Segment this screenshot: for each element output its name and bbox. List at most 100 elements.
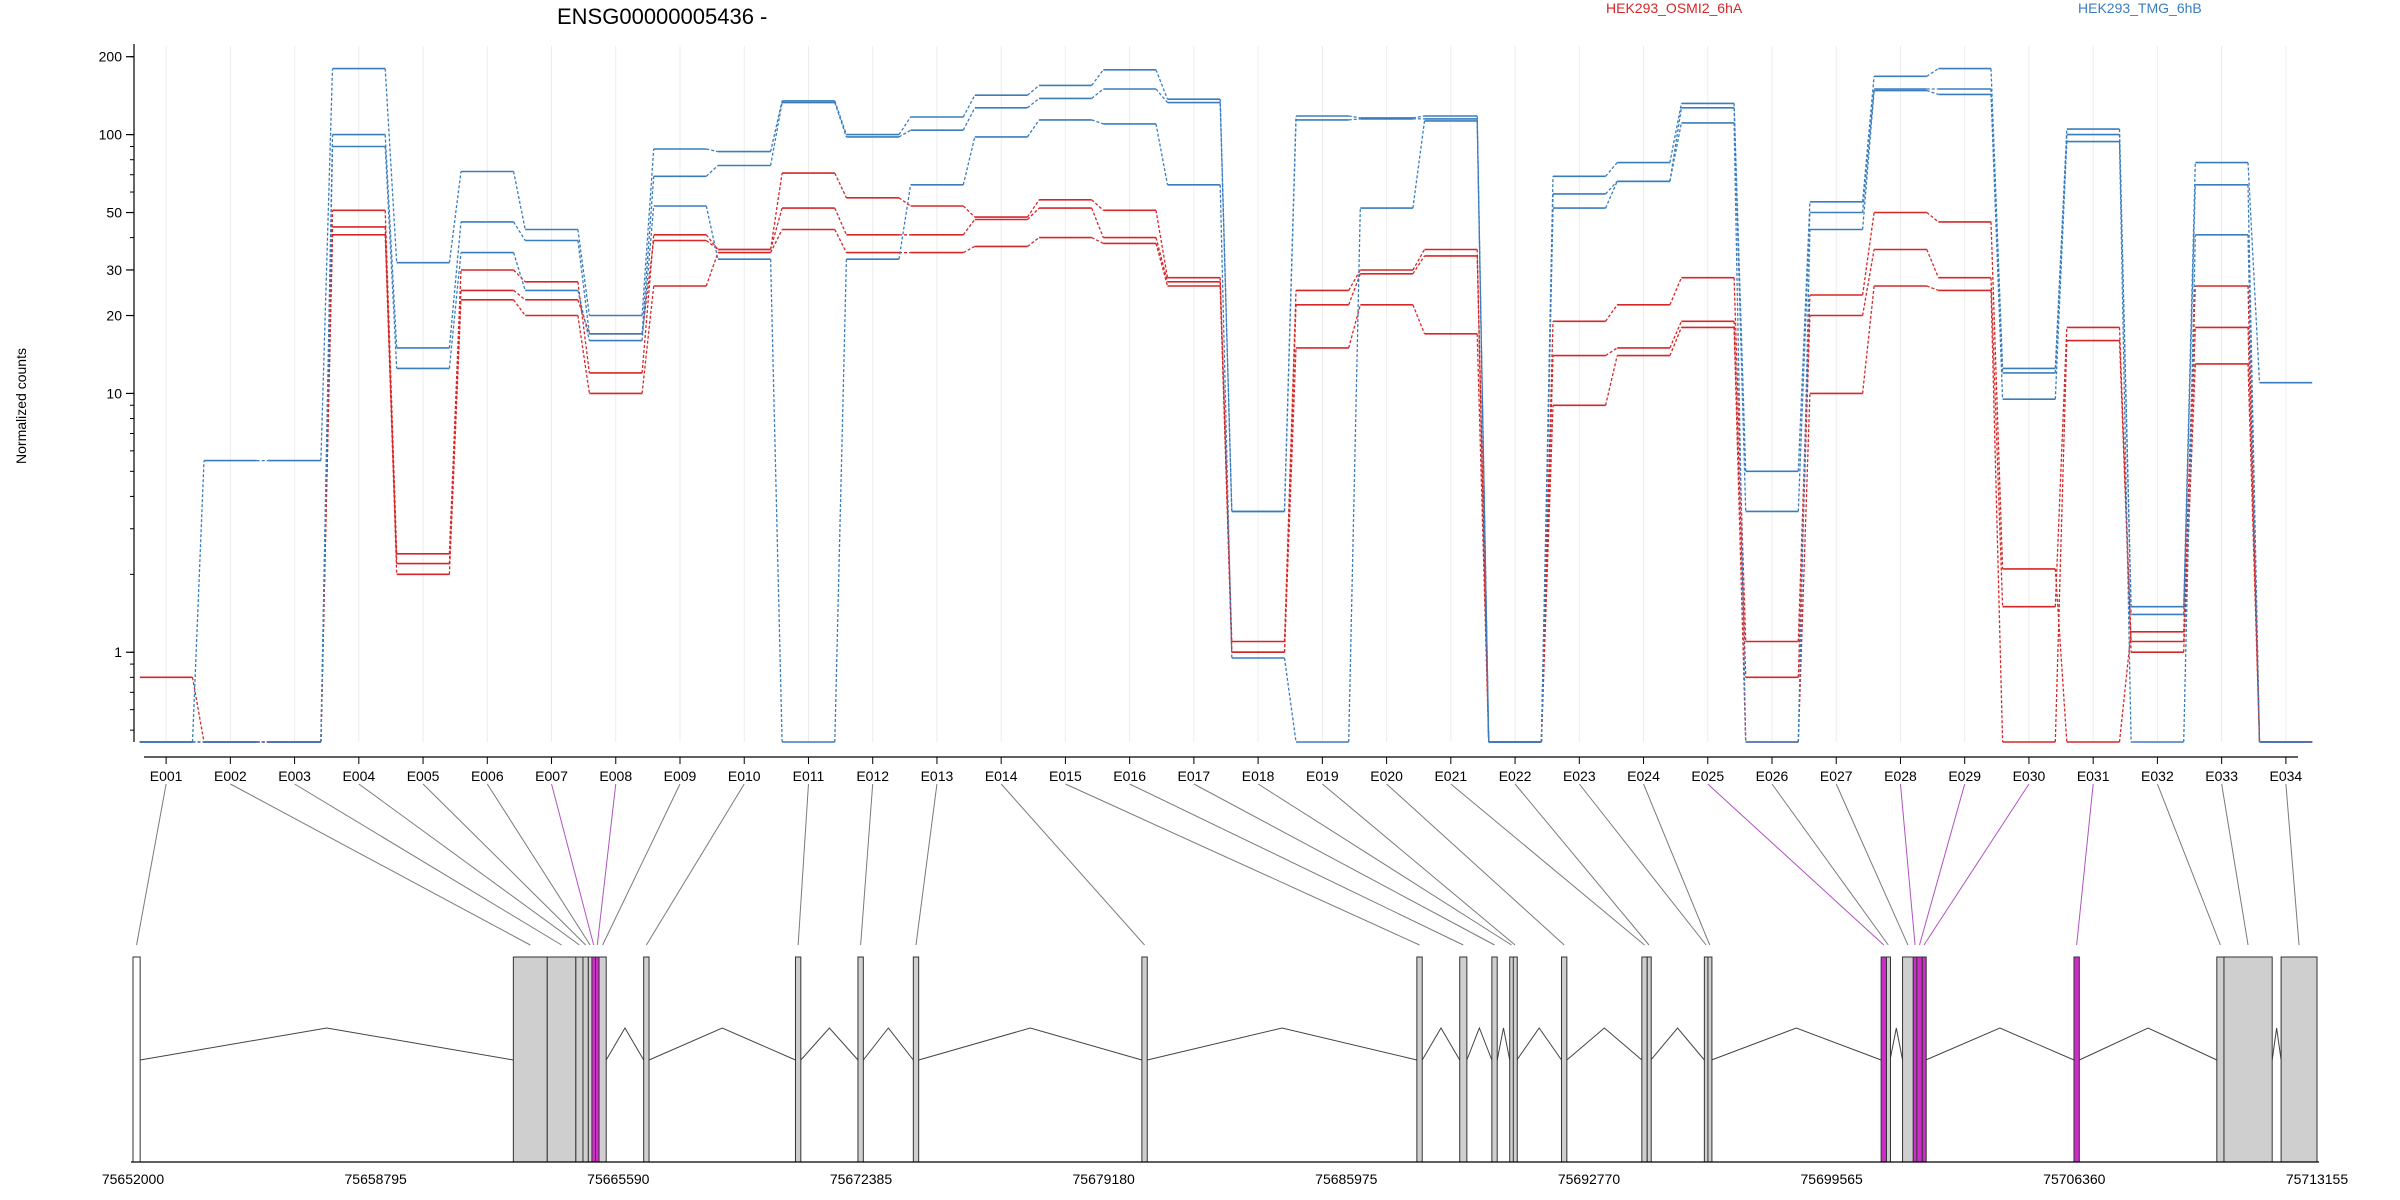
connector-E028	[1899, 783, 1916, 946]
coordinate-label: 75658795	[345, 1171, 408, 1187]
x-tick-label-E004: E004	[342, 768, 375, 784]
x-tick-label-E017: E017	[1178, 768, 1211, 784]
x-tick-label-E007: E007	[535, 768, 568, 784]
connector-E032	[2156, 783, 2221, 946]
connector-E016	[1129, 783, 1464, 946]
x-tick-label-E023: E023	[1563, 768, 1596, 784]
y-tick-label: 20	[106, 308, 122, 324]
connector-E020	[1386, 783, 1565, 946]
intron	[605, 1027, 645, 1061]
x-tick-label-E022: E022	[1499, 768, 1532, 784]
connector-E034	[2285, 783, 2300, 946]
gridlines	[165, 46, 2287, 742]
x-tick-label-E031: E031	[2077, 768, 2110, 784]
exon-E025	[1880, 956, 1887, 1163]
series-3-connectors	[191, 68, 2261, 743]
exon-E022	[1646, 956, 1652, 1163]
coordinate-label: 75672385	[830, 1171, 893, 1187]
connector-E024	[1643, 783, 1711, 946]
connector-E002	[230, 783, 531, 946]
connector-E013	[915, 783, 938, 946]
connector-E017	[1193, 783, 1495, 946]
connector-E026	[1771, 783, 1889, 946]
exon-E011	[794, 956, 802, 1163]
x-axis: E001 E002 E003 E004 E005 E006 E007 E008 E009 E010…	[144, 756, 2302, 784]
y-axis-label: Normalized counts	[13, 348, 29, 464]
x-tick-label-E019: E019	[1306, 768, 1339, 784]
coordinate-label: 75665590	[587, 1171, 650, 1187]
series-5-levels	[139, 89, 2313, 743]
intron	[1421, 1027, 1461, 1061]
connector-E015	[1065, 783, 1420, 946]
intron	[1711, 1027, 1882, 1061]
connector-E010	[645, 783, 745, 946]
genomic-axis: 75652000 75658795 75665590 75672385 75679180…	[102, 1161, 2348, 1187]
x-tick-label-E001: E001	[150, 768, 183, 784]
legend-osmi2: HEK293_OSMI2_6hA	[1606, 0, 1743, 16]
exon-E034	[2280, 956, 2318, 1163]
exon-E004	[575, 956, 584, 1163]
x-tick-label-E014: E014	[985, 768, 1018, 784]
series-0	[139, 172, 2313, 743]
series-0-levels	[139, 172, 2313, 743]
x-tick-label-E021: E021	[1434, 768, 1467, 784]
connector-E009	[602, 783, 681, 946]
x-tick-label-E026: E026	[1756, 768, 1789, 784]
exon-E013	[912, 956, 920, 1163]
x-tick-label-E016: E016	[1113, 768, 1146, 784]
x-tick-label-E028: E028	[1884, 768, 1917, 784]
y-tick-label: 100	[99, 127, 123, 143]
exon-E003	[546, 956, 577, 1163]
coordinate-label: 75692770	[1558, 1171, 1621, 1187]
x-tick-label-E029: E029	[1948, 768, 1981, 784]
series-5	[139, 89, 2313, 743]
x-tick-label-E005: E005	[407, 768, 440, 784]
series-4	[139, 88, 2313, 743]
exon-E012	[857, 956, 864, 1163]
connector-E011	[797, 783, 809, 946]
connector-E025	[1707, 783, 1885, 946]
x-tick-label-E010: E010	[728, 768, 761, 784]
connector-E014	[1000, 783, 1145, 946]
intron	[1496, 1027, 1511, 1061]
exon-E031	[2073, 956, 2080, 1163]
intron	[1516, 1027, 1562, 1061]
y-tick-label: 200	[99, 49, 123, 65]
intron	[800, 1027, 859, 1061]
intron	[918, 1027, 1143, 1061]
connector-E004	[358, 783, 580, 946]
exon-E017	[1491, 956, 1498, 1163]
exon-E020	[1561, 956, 1568, 1163]
exon-E026	[1885, 956, 1891, 1163]
exon-E009	[598, 956, 607, 1163]
y-tick-label: 30	[106, 262, 122, 278]
y-tick-label: 10	[106, 385, 122, 401]
x-tick-label-E015: E015	[1049, 768, 1082, 784]
x-tick-label-E009: E009	[664, 768, 697, 784]
exon-E030	[1921, 956, 1927, 1163]
intron	[1925, 1027, 2075, 1061]
x-tick-label-E030: E030	[2013, 768, 2046, 784]
exon-E002	[512, 956, 548, 1163]
connector-E031	[2076, 783, 2094, 946]
coordinate-label: 75699565	[1801, 1171, 1864, 1187]
intron	[2079, 1027, 2218, 1061]
exon-E021	[1641, 956, 1648, 1163]
exon-E019	[1512, 956, 1518, 1163]
connector-E018	[1257, 783, 1512, 946]
connector-E007	[551, 783, 595, 946]
coordinate-label: 75685975	[1315, 1171, 1378, 1187]
connector-E027	[1835, 783, 1909, 946]
y-tick-label: 1	[114, 644, 122, 660]
exon-connectors	[136, 783, 2300, 946]
intron	[1147, 1027, 1417, 1061]
exon-E005	[582, 956, 589, 1163]
exon-E033	[2223, 956, 2273, 1163]
coordinate-label: 75706360	[2043, 1171, 2106, 1187]
exon-E010	[643, 956, 650, 1163]
connector-E029	[1919, 783, 1966, 946]
x-tick-label-E025: E025	[1691, 768, 1724, 784]
y-axis: 1 10 20 30 50 100 200	[99, 44, 135, 742]
connector-E022	[1514, 783, 1650, 946]
connector-E005	[422, 783, 587, 946]
